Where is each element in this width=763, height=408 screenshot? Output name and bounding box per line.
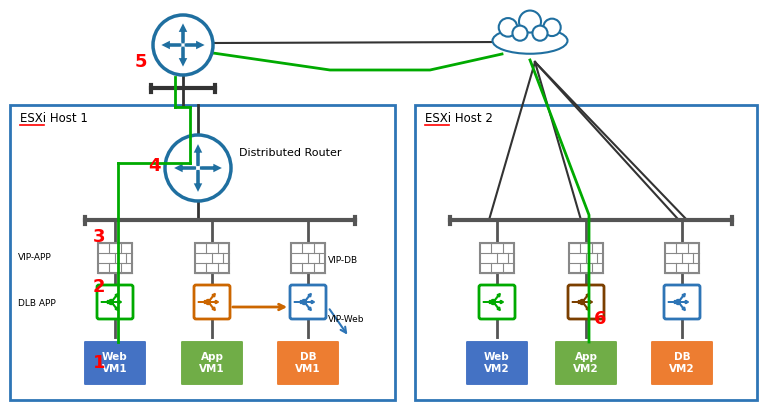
Text: VIP-DB: VIP-DB — [328, 256, 358, 265]
FancyBboxPatch shape — [569, 243, 603, 273]
Circle shape — [513, 26, 527, 41]
FancyArrow shape — [101, 301, 111, 304]
FancyArrow shape — [165, 43, 180, 47]
Text: Distributed Router: Distributed Router — [239, 148, 342, 158]
FancyBboxPatch shape — [180, 340, 244, 386]
FancyArrow shape — [304, 302, 311, 310]
Text: VIP-Web: VIP-Web — [328, 315, 365, 324]
FancyArrow shape — [295, 301, 304, 304]
FancyBboxPatch shape — [98, 243, 132, 273]
Circle shape — [676, 299, 681, 304]
FancyArrow shape — [678, 302, 685, 310]
FancyArrow shape — [208, 301, 218, 304]
FancyBboxPatch shape — [650, 340, 714, 386]
FancyBboxPatch shape — [10, 105, 395, 400]
FancyArrow shape — [493, 301, 504, 304]
Text: ESXi Host 1: ESXi Host 1 — [20, 112, 88, 125]
FancyBboxPatch shape — [276, 340, 340, 386]
FancyArrow shape — [304, 294, 311, 302]
Circle shape — [491, 299, 496, 304]
Text: 4: 4 — [148, 157, 160, 175]
FancyArrow shape — [186, 43, 201, 47]
Text: 6: 6 — [594, 310, 607, 328]
FancyArrow shape — [493, 294, 501, 302]
FancyArrow shape — [111, 301, 121, 304]
FancyBboxPatch shape — [568, 285, 604, 319]
Circle shape — [580, 299, 584, 304]
FancyBboxPatch shape — [194, 285, 230, 319]
FancyArrow shape — [111, 294, 118, 302]
Text: ESXi Host 2: ESXi Host 2 — [425, 112, 493, 125]
FancyArrow shape — [208, 294, 215, 302]
FancyArrow shape — [196, 171, 200, 189]
Circle shape — [533, 26, 548, 41]
FancyBboxPatch shape — [195, 243, 229, 273]
FancyArrow shape — [678, 301, 688, 304]
Text: DB
VM2: DB VM2 — [669, 352, 695, 374]
Text: Web
VM2: Web VM2 — [485, 352, 510, 374]
FancyArrow shape — [208, 302, 215, 310]
Circle shape — [543, 19, 561, 36]
Circle shape — [108, 299, 114, 304]
Text: 2: 2 — [93, 278, 105, 296]
FancyArrow shape — [582, 302, 589, 310]
Text: 5: 5 — [135, 53, 147, 71]
FancyBboxPatch shape — [290, 285, 326, 319]
FancyArrow shape — [177, 166, 195, 170]
FancyArrow shape — [196, 147, 200, 165]
FancyArrow shape — [484, 301, 493, 304]
FancyBboxPatch shape — [465, 340, 529, 386]
FancyBboxPatch shape — [665, 243, 699, 273]
FancyArrow shape — [198, 301, 208, 304]
FancyArrow shape — [181, 27, 185, 42]
Text: VIP-APP: VIP-APP — [18, 253, 52, 262]
FancyArrow shape — [678, 294, 685, 302]
FancyBboxPatch shape — [554, 340, 618, 386]
Circle shape — [153, 15, 213, 75]
Text: App
VM2: App VM2 — [573, 352, 599, 374]
Text: 3: 3 — [93, 228, 105, 246]
FancyArrow shape — [493, 302, 501, 310]
FancyArrow shape — [304, 301, 314, 304]
Ellipse shape — [492, 28, 568, 54]
Text: App
VM1: App VM1 — [199, 352, 225, 374]
FancyArrow shape — [201, 166, 219, 170]
Circle shape — [301, 299, 307, 304]
Circle shape — [519, 11, 541, 33]
FancyArrow shape — [111, 302, 118, 310]
FancyArrow shape — [582, 301, 592, 304]
FancyArrow shape — [181, 48, 185, 64]
Text: 1: 1 — [93, 354, 105, 372]
FancyArrow shape — [668, 301, 678, 304]
FancyBboxPatch shape — [480, 243, 514, 273]
FancyArrow shape — [582, 294, 589, 302]
Circle shape — [165, 135, 231, 201]
FancyBboxPatch shape — [83, 340, 147, 386]
FancyArrow shape — [572, 301, 581, 304]
Circle shape — [499, 18, 517, 37]
FancyBboxPatch shape — [479, 285, 515, 319]
FancyBboxPatch shape — [97, 285, 133, 319]
FancyBboxPatch shape — [291, 243, 325, 273]
FancyBboxPatch shape — [415, 105, 757, 400]
FancyBboxPatch shape — [664, 285, 700, 319]
Text: Web
VM1: Web VM1 — [102, 352, 128, 374]
Text: DLB APP: DLB APP — [18, 299, 56, 308]
Text: DB
VM1: DB VM1 — [295, 352, 320, 374]
Circle shape — [206, 299, 211, 304]
